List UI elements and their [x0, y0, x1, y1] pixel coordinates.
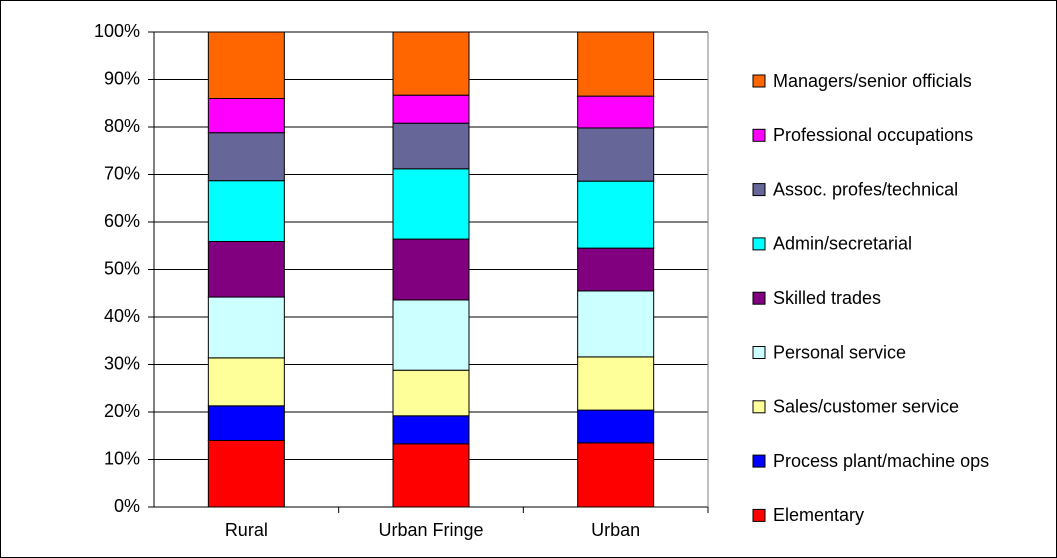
bar-segment [577, 95, 655, 129]
y-tick-label: 70% [104, 163, 140, 183]
bar-segment [392, 443, 470, 508]
bar-segment [392, 415, 470, 445]
y-tick-label: 0% [114, 496, 140, 516]
legend-label: Elementary [773, 505, 864, 525]
y-tick-label: 60% [104, 211, 140, 231]
x-tick-label: Urban [591, 520, 640, 540]
bar-segment [207, 357, 285, 407]
legend-label: Managers/senior officials [773, 71, 972, 91]
bar-segment [392, 94, 470, 124]
legend-label: Skilled trades [773, 288, 881, 308]
y-tick-label: 50% [104, 258, 140, 278]
bar-segment [577, 31, 655, 97]
legend-swatch [752, 128, 766, 142]
legend-label: Personal service [773, 342, 906, 362]
bar-segment [207, 405, 285, 442]
legend-label: Assoc. profes/technical [773, 179, 958, 199]
legend-swatch [752, 237, 766, 251]
bar-segment [207, 180, 285, 242]
legend-swatch [752, 183, 766, 197]
bar-segment [577, 180, 655, 249]
x-tick-label: Urban Fringe [378, 520, 483, 540]
legend-swatch [752, 400, 766, 414]
bar-segment [392, 122, 470, 170]
bar-segment [577, 290, 655, 358]
y-tick-label: 30% [104, 353, 140, 373]
legend-swatch [752, 291, 766, 305]
y-tick-label: 20% [104, 401, 140, 421]
bar-segment [207, 296, 285, 359]
bar-segment [392, 31, 470, 96]
bar-segment [392, 299, 470, 371]
legend-label: Admin/secretarial [773, 234, 912, 254]
bar-segment [207, 98, 285, 134]
bar-segment [577, 356, 655, 411]
x-tick-label: Rural [225, 520, 268, 540]
bar-segment [392, 238, 470, 301]
bar-segment [392, 369, 470, 417]
legend-swatch [752, 454, 766, 468]
legend-swatch [752, 346, 766, 359]
bar-segment [207, 240, 285, 298]
bar-segment [577, 442, 655, 508]
bar-segment [392, 168, 470, 240]
y-tick-label: 90% [104, 68, 140, 88]
y-tick-label: 40% [104, 306, 140, 326]
y-tick-label: 80% [104, 116, 140, 136]
legend-swatch [752, 74, 766, 88]
legend-label: Sales/customer service [773, 397, 959, 417]
legend-label: Process plant/machine ops [773, 451, 989, 471]
y-tick-label: 100% [94, 21, 140, 41]
bar-segment [577, 247, 655, 292]
bar-segment [577, 409, 655, 444]
bar-segment [577, 127, 655, 182]
y-tick-label: 10% [104, 448, 140, 468]
bar-segment [207, 132, 285, 182]
legend-label: Professional occupations [773, 125, 973, 145]
bar-segment [207, 31, 285, 99]
bar-segment [207, 440, 285, 508]
legend-swatch [752, 508, 766, 522]
